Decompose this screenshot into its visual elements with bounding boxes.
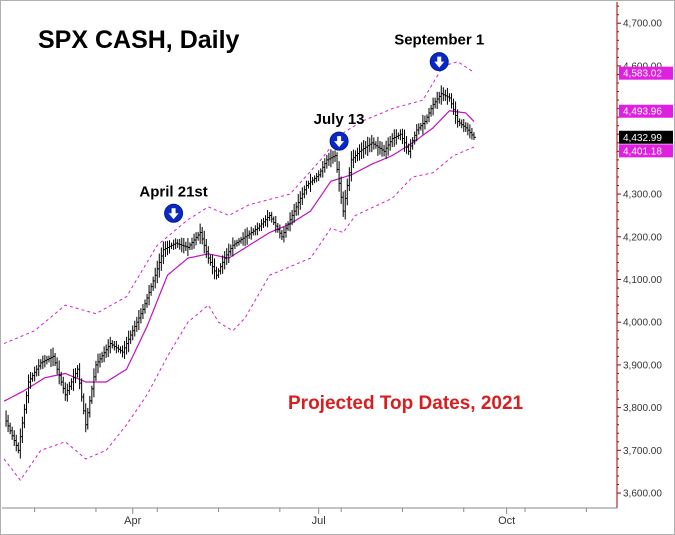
price-tag-box (619, 66, 673, 80)
top-marker: April 21st (139, 183, 208, 223)
price-tag-label: 4,401.18 (623, 146, 662, 157)
price-tag-label: 4,493.96 (623, 107, 662, 118)
y-tick-label: 4,000.00 (623, 318, 662, 329)
top-marker-label: July 13 (314, 111, 365, 128)
moving-average-line (3, 110, 475, 402)
y-tick-label: 3,700.00 (623, 446, 662, 457)
price-bars (5, 85, 476, 459)
y-axis: 3,600.00 3,700.00 3,800.00 3,900.00 4,000.00… (617, 5, 662, 500)
bollinger-bands (3, 61, 475, 482)
top-markers: April 21st July 13 September 1 (139, 32, 484, 223)
price-tags: 4,583.02 4,493.96 4,432.99 4,401.18 (619, 66, 673, 158)
y-tick-label: 3,600.00 (623, 489, 662, 500)
price-tag-box (619, 104, 673, 118)
y-tick-label: 4,300.00 (623, 190, 662, 201)
price-tag-label: 4,583.02 (623, 69, 662, 80)
y-tick-label: 4,200.00 (623, 232, 662, 243)
down-arrow-glyph (168, 208, 179, 220)
chart-annotation: Projected Top Dates, 2021 (288, 393, 524, 414)
down-arrow-glyph (334, 136, 345, 148)
price-tag-label: 4,432.99 (623, 133, 662, 144)
price-tag-box (619, 130, 673, 144)
y-tick-label: 4,100.00 (623, 275, 662, 286)
top-marker: September 1 (394, 32, 484, 72)
x-axis: Apr Jul Oct (34, 508, 587, 527)
upper-band-line (3, 61, 475, 345)
y-tick-label: 4,700.00 (623, 19, 662, 30)
y-tick-label: 3,800.00 (623, 403, 662, 414)
top-marker: July 13 (314, 111, 365, 151)
y-tick-label: 3,900.00 (623, 360, 662, 371)
chart-title: SPX CASH, Daily (38, 26, 240, 54)
x-tick-label: Jul (312, 515, 326, 527)
lower-band-line (3, 146, 475, 482)
x-tick-label: Apr (124, 515, 141, 527)
price-tag-box (619, 144, 673, 158)
x-tick-label: Oct (498, 515, 515, 527)
down-arrow-glyph (434, 56, 445, 68)
top-marker-label: September 1 (394, 32, 484, 49)
top-marker-label: April 21st (139, 183, 207, 200)
